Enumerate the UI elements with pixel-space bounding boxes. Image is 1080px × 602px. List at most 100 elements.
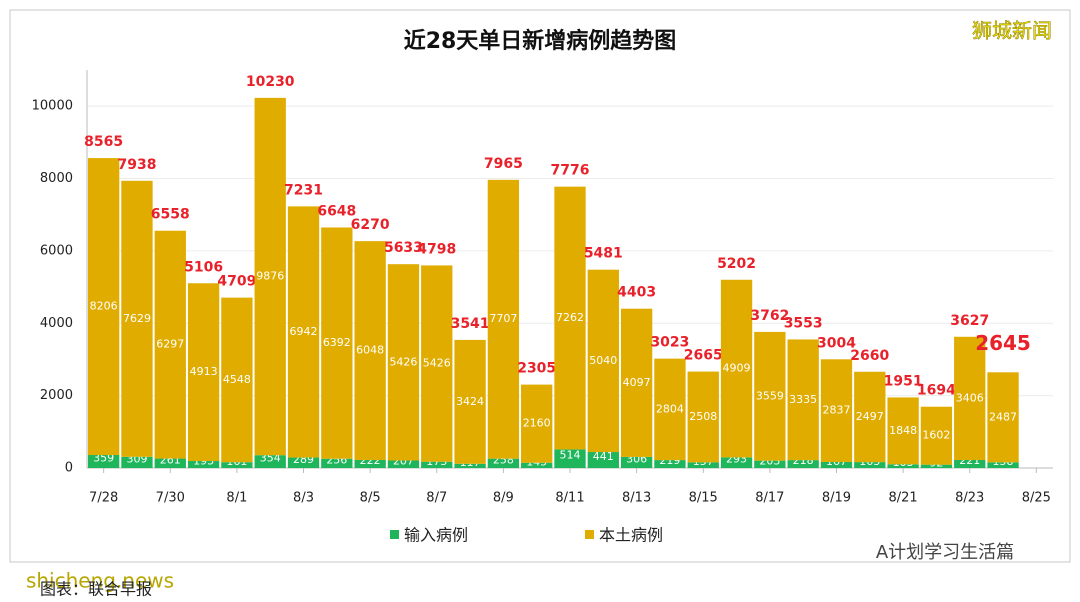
bar-segment — [121, 180, 153, 457]
bar-segment — [321, 458, 353, 468]
segment-label: 3559 — [756, 389, 784, 402]
bar-segment — [754, 460, 786, 468]
segment-label: 3406 — [956, 391, 984, 404]
bar-segment — [787, 339, 819, 461]
segment-label: 7262 — [556, 311, 584, 324]
bar-segment — [620, 456, 653, 468]
segment-label: 441 — [593, 450, 614, 463]
total-label: 10230 — [246, 74, 295, 90]
segment-label: 4548 — [223, 373, 251, 386]
total-label: 3762 — [750, 308, 789, 324]
x-tick-label: 8/21 — [889, 491, 918, 506]
segment-label: 6048 — [356, 344, 384, 357]
y-tick-label: 0 — [65, 461, 73, 476]
x-tick-label: 8/25 — [1022, 491, 1051, 506]
bar-segment — [987, 462, 1019, 468]
y-tick-label: 8000 — [40, 171, 73, 186]
x-tick-label: 8/13 — [622, 491, 651, 506]
x-tick-label: 8/17 — [755, 491, 784, 506]
segment-label: 2508 — [689, 410, 717, 423]
bar-segment — [854, 462, 886, 468]
total-label: 7938 — [117, 157, 156, 173]
segment-label: 6942 — [290, 325, 318, 338]
site-watermark: shicheng.news — [26, 569, 174, 593]
segment-label: 2487 — [989, 410, 1017, 423]
x-tick-label: 8/7 — [426, 491, 447, 506]
bar-segment — [720, 279, 753, 458]
chart-title: 近28天单日新增病例趋势图 — [404, 28, 677, 54]
bar-segment — [954, 460, 986, 468]
x-tick-label: 8/9 — [493, 491, 514, 506]
bar-segment — [554, 449, 586, 468]
x-tick-label: 8/11 — [555, 491, 584, 506]
bar-segment — [487, 458, 520, 468]
total-label: 5202 — [717, 256, 756, 272]
total-label: 5633 — [384, 240, 423, 256]
segment-label: 2160 — [523, 417, 551, 430]
bar-segment — [620, 308, 653, 457]
bar-segment — [920, 406, 953, 465]
bar-segment — [287, 457, 320, 468]
segment-label: 9876 — [256, 270, 284, 283]
total-label: 4709 — [217, 274, 256, 290]
bar-segment — [88, 158, 120, 456]
y-tick-label: 4000 — [40, 316, 73, 331]
total-label: 5106 — [184, 259, 223, 275]
bar-segment — [354, 459, 386, 468]
segment-label: 2497 — [856, 410, 884, 423]
bar-segment — [754, 331, 786, 461]
total-label: 2645 — [975, 331, 1031, 355]
account-name: A计划学习生活篇 — [876, 542, 1014, 563]
x-tick-label: 7/28 — [89, 491, 118, 506]
total-label: 6648 — [317, 203, 356, 219]
total-label: 2665 — [684, 348, 723, 364]
segment-label: 5426 — [389, 355, 417, 368]
bar-segment — [554, 186, 586, 450]
bar-segment — [154, 230, 186, 459]
segment-label: 7629 — [123, 312, 151, 325]
total-label: 6558 — [151, 207, 190, 223]
bar-segment — [954, 336, 986, 461]
bar-segment — [287, 206, 320, 458]
total-label: 4798 — [417, 241, 456, 257]
x-tick-label: 8/1 — [226, 491, 247, 506]
y-tick-label: 10000 — [32, 99, 73, 114]
bar-segment — [387, 460, 420, 468]
bar-segment — [254, 455, 286, 468]
segment-label: 3335 — [789, 393, 817, 406]
bar-segment — [421, 265, 453, 462]
bar-segment — [221, 462, 253, 468]
total-label: 7231 — [284, 182, 323, 198]
x-tick-label: 8/5 — [360, 491, 381, 506]
total-label: 2660 — [850, 348, 889, 364]
total-label: 3541 — [451, 316, 490, 332]
total-label: 5481 — [584, 246, 623, 262]
segment-label: 514 — [560, 449, 581, 462]
segment-label: 4913 — [190, 365, 218, 378]
total-label: 2305 — [517, 361, 556, 377]
bar-segment — [187, 461, 220, 468]
total-label: 6270 — [351, 217, 390, 233]
segment-label: 5426 — [423, 357, 451, 370]
bar-segment — [587, 452, 619, 468]
total-label: 8565 — [84, 134, 123, 150]
bar-segment — [987, 372, 1019, 463]
bar-segment — [887, 397, 919, 465]
source: 图表：联合早报 — [40, 580, 152, 599]
segment-label: 4097 — [623, 376, 651, 389]
bar-segment — [387, 264, 420, 461]
segment-label: 1602 — [922, 429, 950, 442]
bar-segment — [88, 455, 120, 468]
total-label: 3553 — [784, 315, 823, 331]
total-label: 7776 — [551, 163, 590, 179]
x-tick-label: 8/15 — [689, 491, 718, 506]
bar-segment — [820, 359, 853, 462]
segment-label: 2804 — [656, 402, 684, 415]
y-tick-label: 6000 — [40, 243, 73, 258]
segment-label: 4909 — [723, 362, 751, 375]
total-label: 1951 — [884, 373, 923, 389]
x-tick-label: 8/23 — [955, 491, 984, 506]
bar-segment — [454, 339, 486, 464]
bar-segment — [321, 227, 353, 459]
